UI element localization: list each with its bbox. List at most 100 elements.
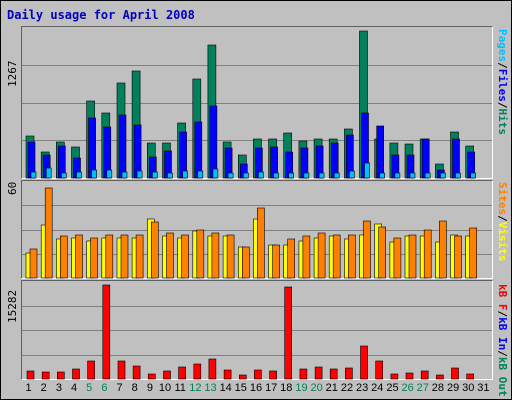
bar-pages-day-7 — [121, 171, 128, 179]
day-label-9: 9 — [146, 382, 153, 394]
hits-legend-files: Files — [496, 68, 509, 102]
day-label-21: 21 — [325, 382, 338, 394]
bar-files-day-5 — [88, 117, 96, 179]
day-label-19: 19 — [295, 382, 308, 394]
bar-pages-day-10 — [167, 172, 173, 179]
bar-sites-day-23 — [363, 220, 371, 279]
bar-kb-f-day-20 — [314, 366, 323, 380]
day-label-26: 26 — [401, 382, 414, 394]
hits-files-pages-legend: Pages/Files/Hits — [495, 29, 509, 179]
bar-kb-f-day-30 — [466, 373, 475, 380]
bar-pages-day-8 — [136, 170, 143, 179]
bar-kb-f-day-9 — [148, 373, 156, 380]
bar-files-day-7 — [118, 114, 127, 179]
kbytes-plot — [22, 284, 492, 380]
bar-sites-day-24 — [378, 226, 387, 279]
bar-pages-day-16 — [258, 171, 264, 179]
kbytes-legend-kb-out: kB Out — [496, 356, 509, 397]
legend-separator: / — [496, 101, 509, 109]
bar-kb-f-day-11 — [178, 366, 186, 380]
visits-legend-visits: Visits — [496, 221, 509, 262]
bar-pages-day-3 — [60, 172, 67, 179]
bar-sites-day-11 — [181, 234, 189, 279]
bar-kb-f-day-2 — [41, 371, 50, 380]
bar-pages-day-2 — [45, 167, 52, 179]
bar-pages-day-1 — [30, 171, 37, 179]
day-label-12: 12 — [189, 382, 202, 394]
bar-sites-day-5 — [90, 237, 98, 279]
bar-sites-day-21 — [332, 234, 341, 279]
bar-pages-day-14 — [227, 172, 234, 179]
bar-sites-day-29 — [454, 235, 462, 279]
bar-pages-day-11 — [182, 170, 188, 179]
bar-sites-day-4 — [75, 234, 83, 279]
kbytes-ymax-label: 15282 — [6, 289, 19, 323]
legend-separator: / — [496, 350, 509, 357]
day-label-2: 2 — [40, 382, 47, 394]
bar-pages-day-23 — [364, 162, 370, 179]
bar-pages-day-22 — [349, 170, 355, 179]
day-label-27: 27 — [416, 382, 429, 394]
bar-pages-day-17 — [273, 172, 279, 179]
bar-kb-f-day-29 — [451, 367, 459, 380]
bar-sites-day-26 — [408, 234, 417, 279]
day-label-18: 18 — [280, 382, 293, 394]
day-label-17: 17 — [265, 382, 278, 394]
bar-files-day-12 — [194, 121, 203, 179]
day-label-16: 16 — [249, 382, 263, 394]
bar-kb-f-day-12 — [193, 363, 202, 380]
bar-kb-f-day-19 — [299, 368, 308, 380]
bar-pages-day-27 — [424, 172, 431, 179]
chart-title: Daily usage for April 2008 — [7, 8, 195, 22]
legend-separator: / — [496, 62, 509, 69]
bar-kb-f-day-21 — [329, 368, 338, 380]
day-label-28: 28 — [431, 382, 445, 394]
day-label-25: 25 — [386, 382, 399, 394]
day-label-22: 22 — [340, 382, 354, 394]
bar-pages-day-28 — [440, 172, 446, 179]
bar-sites-day-10 — [166, 232, 174, 279]
bar-pages-day-9 — [152, 171, 158, 179]
bar-sites-day-22 — [348, 234, 356, 279]
bar-kb-f-day-18 — [284, 286, 293, 380]
bar-pages-day-19 — [303, 172, 310, 179]
bar-pages-day-6 — [106, 169, 113, 179]
bar-kb-f-day-17 — [269, 370, 277, 380]
bar-pages-day-24 — [379, 172, 386, 179]
bar-kb-f-day-24 — [375, 360, 384, 380]
day-label-15: 15 — [234, 382, 247, 394]
hits-files-pages-plot — [22, 30, 492, 179]
bar-sites-day-14 — [226, 234, 235, 279]
bar-sites-day-13 — [211, 232, 220, 279]
legend-separator: / — [496, 310, 509, 318]
bar-kb-f-day-1 — [26, 370, 35, 380]
day-axis: 1 2 3 4 5 6 7 8 9 10 11 12 13 14 15 16 17 18 19 20 21 22 23 24 2… — [21, 381, 491, 395]
bar-pages-day-4 — [76, 171, 82, 179]
day-label-5: 5 — [86, 382, 93, 394]
bar-pages-day-15 — [243, 172, 249, 179]
day-label-13: 13 — [204, 382, 217, 394]
day-label-6: 6 — [101, 382, 108, 394]
day-label-1: 1 — [25, 382, 32, 394]
bar-sites-day-3 — [59, 235, 68, 279]
visits-sites-panel: 60 — [6, 180, 493, 279]
bar-sites-day-6 — [105, 234, 114, 279]
bar-sites-day-8 — [135, 234, 144, 279]
bar-pages-day-25 — [394, 172, 401, 179]
day-label-11: 11 — [174, 382, 186, 394]
bar-pages-day-21 — [333, 172, 340, 179]
kbytes-legend-kb-f: kB F — [496, 284, 509, 311]
bar-kb-f-day-7 — [117, 360, 126, 380]
bar-kb-f-day-27 — [420, 370, 429, 380]
bar-kb-f-day-6 — [102, 284, 111, 380]
bar-sites-day-16 — [257, 207, 265, 279]
bar-files-day-8 — [133, 124, 142, 179]
day-label-30: 30 — [462, 382, 475, 394]
bar-files-day-24 — [376, 125, 385, 179]
bar-kb-f-day-13 — [208, 358, 217, 380]
bar-sites-day-15 — [242, 246, 250, 279]
day-label-23: 23 — [355, 382, 369, 394]
bar-kb-f-day-5 — [87, 360, 95, 380]
day-label-8: 8 — [131, 382, 138, 394]
